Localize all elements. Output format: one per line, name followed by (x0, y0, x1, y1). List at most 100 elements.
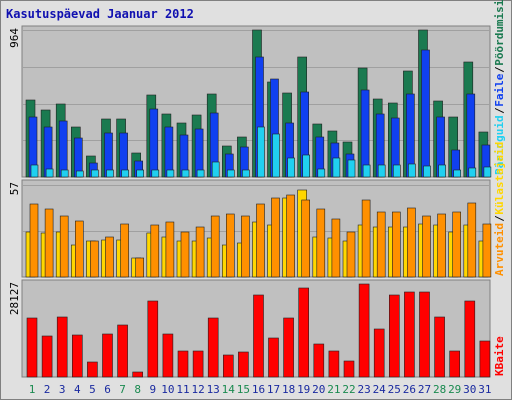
bar-kbaite-day-4 (72, 334, 83, 378)
bar-p-ringuid-day-25 (392, 164, 401, 178)
bar-arvuteid-day-6 (105, 236, 114, 278)
day-label: 18 (282, 383, 295, 396)
bar-arvuteid-day-12 (195, 226, 205, 278)
visits-panel: 57 (8, 179, 492, 278)
bar-arvuteid-day-9 (150, 224, 160, 278)
legend-faile: Faile (493, 73, 506, 106)
bar-arvuteid-day-14 (226, 213, 235, 278)
bar-p-ringuid-day-31 (483, 166, 492, 178)
bar-arvuteid-day-23 (361, 199, 371, 278)
bar-p-ringuid-day-12 (196, 169, 205, 178)
bar-kbaite-day-30 (464, 300, 476, 378)
legend-p-ringuid: Päringuid (493, 115, 506, 175)
day-label: 3 (59, 383, 66, 396)
legend-separator: / (493, 66, 506, 73)
day-label: 25 (388, 383, 401, 396)
bar-kbaite-day-16 (253, 294, 264, 378)
bar-arvuteid-day-10 (165, 221, 175, 278)
bar-kbaite-day-1 (26, 317, 38, 378)
day-label: 7 (119, 383, 126, 396)
bar-p-ringuid-day-19 (302, 154, 311, 178)
bar-kbaite-day-7 (117, 324, 128, 378)
bar-arvuteid-day-4 (75, 220, 84, 278)
bar-arvuteid-day-2 (44, 208, 54, 278)
bar-kbaite-day-23 (358, 283, 370, 378)
day-label: 5 (89, 383, 96, 396)
day-label: 20 (312, 383, 325, 396)
bar-kbaite-day-12 (192, 350, 204, 378)
day-label: 11 (176, 383, 189, 396)
bar-arvuteid-day-20 (316, 208, 326, 278)
bar-p-ringuid-day-3 (60, 169, 69, 178)
bar-arvuteid-day-29 (452, 211, 462, 278)
bar-kbaite-day-15 (238, 351, 249, 378)
bar-p-ringuid-day-29 (453, 169, 462, 178)
bar-p-ringuid-day-26 (408, 163, 416, 178)
bar-arvuteid-day-28 (437, 213, 446, 278)
bar-arvuteid-day-7 (120, 223, 129, 278)
bar-kbaite-day-21 (328, 350, 340, 378)
bar-arvuteid-day-15 (241, 215, 250, 278)
bar-kbaite-day-17 (268, 337, 279, 378)
bar-kbaite-day-9 (147, 300, 159, 378)
bar-faile-day-27 (421, 49, 430, 178)
bar-kbaite-day-10 (162, 333, 174, 378)
day-label: 21 (327, 383, 340, 396)
right-labels: Päringuid/Faile/PöördumisiArvuteid/Külas… (493, 0, 506, 376)
bar-arvuteid-day-25 (391, 211, 401, 278)
bar-p-ringuid-day-8 (136, 169, 144, 178)
bandwidth-panel: 28127 (8, 279, 491, 378)
hits-panel: 964 (8, 25, 492, 178)
day-label: 13 (207, 383, 220, 396)
day-label: 28 (433, 383, 446, 396)
legend-k-lastajaid: Külastajaid (493, 142, 506, 215)
day-label: 4 (74, 383, 81, 396)
bar-p-ringuid-day-13 (211, 161, 220, 178)
day-label: 8 (134, 383, 141, 396)
day-label: 19 (297, 383, 310, 396)
bar-arvuteid-day-31 (482, 223, 492, 278)
bar-kbaite-day-28 (434, 316, 445, 378)
legend-kbaite: KBaite (493, 336, 506, 376)
bar-p-ringuid-day-1 (30, 164, 39, 178)
day-label: 9 (149, 383, 156, 396)
bar-kbaite-day-18 (283, 317, 294, 378)
bar-p-ringuid-day-15 (242, 169, 250, 178)
day-label: 6 (104, 383, 111, 396)
bar-p-ringuid-day-17 (272, 133, 280, 178)
day-label: 2 (44, 383, 51, 396)
bar-faile-day-30 (466, 93, 476, 178)
legend-p-rdumisi: Pöördumisi (493, 0, 506, 66)
bar-arvuteid-day-8 (135, 257, 144, 278)
bar-p-ringuid-day-21 (332, 157, 341, 178)
bar-p-ringuid-day-14 (227, 169, 235, 178)
day-label: 17 (267, 383, 280, 396)
y-max-label: 964 (8, 28, 21, 48)
bar-p-ringuid-day-20 (317, 168, 326, 178)
day-label: 16 (252, 383, 265, 396)
bar-faile-day-9 (149, 108, 159, 178)
bar-p-ringuid-day-10 (166, 169, 175, 178)
bar-arvuteid-day-30 (467, 202, 477, 278)
day-label: 22 (342, 383, 355, 396)
bar-kbaite-day-26 (404, 291, 415, 378)
bar-arvuteid-day-13 (210, 215, 220, 278)
bar-p-ringuid-day-30 (468, 167, 477, 178)
day-label: 27 (418, 383, 431, 396)
bar-faile-day-23 (360, 89, 370, 178)
bar-arvuteid-day-5 (90, 240, 99, 278)
bar-p-ringuid-day-5 (91, 169, 99, 178)
bar-arvuteid-day-19 (301, 199, 311, 278)
bar-faile-day-10 (164, 126, 174, 178)
bar-arvuteid-day-1 (29, 203, 39, 278)
bar-kbaite-day-13 (207, 317, 219, 378)
legend-separator: / (493, 215, 506, 222)
bar-arvuteid-day-27 (422, 215, 431, 278)
bar-arvuteid-day-17 (271, 197, 280, 278)
bar-arvuteid-day-3 (59, 215, 69, 278)
bar-kbaite-day-25 (388, 294, 400, 378)
bar-arvuteid-day-22 (346, 231, 356, 278)
bar-p-ringuid-day-18 (287, 157, 295, 178)
bar-kbaite-day-22 (343, 360, 355, 378)
day-label: 12 (191, 383, 204, 396)
